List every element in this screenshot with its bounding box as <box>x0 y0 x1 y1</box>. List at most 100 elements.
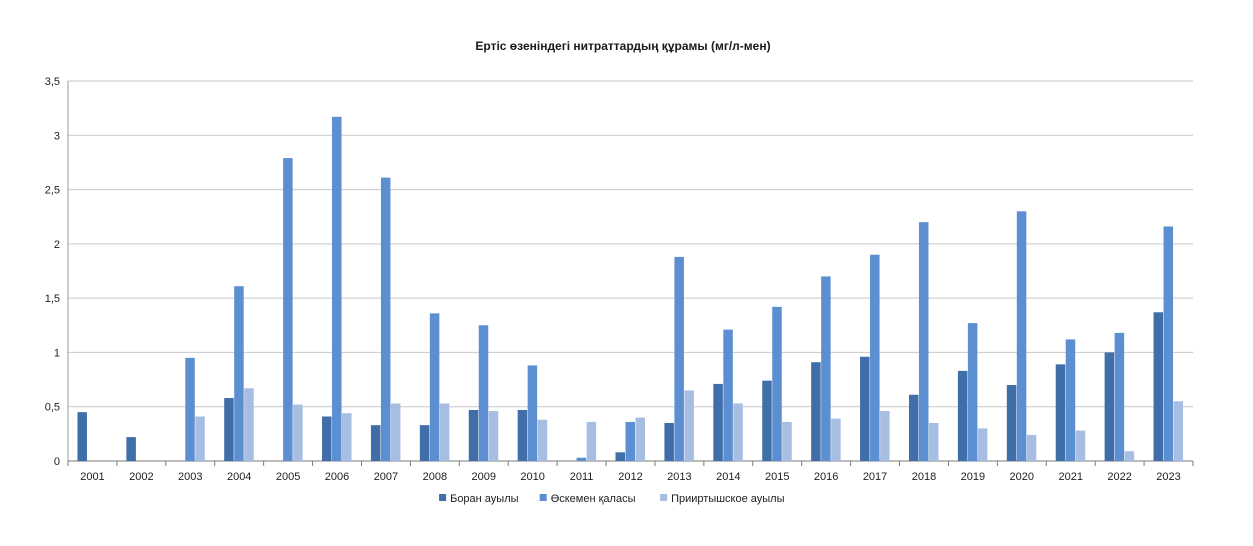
bar <box>390 403 401 461</box>
bar <box>908 394 919 461</box>
y-tick-label: 2 <box>54 239 60 251</box>
legend-label: Боран ауылы <box>450 493 519 505</box>
bar <box>1016 211 1027 461</box>
bar <box>1075 430 1086 461</box>
bar <box>1055 364 1066 461</box>
x-tick-label: 2019 <box>961 471 985 483</box>
x-tick-label: 2002 <box>129 471 153 483</box>
bar <box>762 380 772 461</box>
bar <box>782 421 792 461</box>
x-tick-label: 2020 <box>1010 471 1034 483</box>
y-tick-label: 1,5 <box>45 293 60 305</box>
x-tick-label: 2015 <box>765 471 789 483</box>
bar <box>1006 385 1017 461</box>
bar <box>918 222 929 461</box>
bar <box>586 421 597 461</box>
bar <box>870 254 880 461</box>
bar <box>811 362 821 461</box>
bar <box>772 306 782 461</box>
x-tick-label: 2012 <box>618 471 642 483</box>
bar <box>537 419 548 461</box>
legend-item: Прииртышское ауылы <box>660 493 785 505</box>
x-tick-label: 2016 <box>814 471 838 483</box>
bar <box>880 411 890 461</box>
bar <box>576 457 587 461</box>
legend-label: Прииртышское ауылы <box>671 493 785 505</box>
x-tick-label: 2007 <box>374 471 398 483</box>
bar <box>439 403 450 461</box>
bar <box>419 425 430 461</box>
x-tick-label: 2001 <box>80 471 104 483</box>
bar <box>380 177 391 461</box>
legend-swatch <box>539 494 547 501</box>
bar <box>957 370 968 461</box>
bar <box>527 365 538 461</box>
x-tick-label: 2005 <box>276 471 300 483</box>
y-tick-label: 1 <box>54 347 60 359</box>
bar <box>478 325 489 461</box>
bar <box>322 416 332 461</box>
x-tick-label: 2023 <box>1156 471 1180 483</box>
bar <box>967 323 978 461</box>
y-tick-label: 0,5 <box>45 402 60 414</box>
bar <box>293 404 303 461</box>
bar <box>1173 401 1184 461</box>
x-tick-label: 2014 <box>716 471 740 483</box>
legend: Боран ауылы Өскемен қаласы Прииртышское ау… <box>439 493 785 505</box>
bar <box>488 411 499 461</box>
bar <box>342 413 352 461</box>
chart-title: Ертіс өзеніндегі нитраттардың құрамы (мг… <box>475 39 770 53</box>
x-tick-label: 2022 <box>1107 471 1131 483</box>
bar <box>517 409 528 461</box>
bar <box>332 116 342 461</box>
bar <box>1114 332 1125 461</box>
bar <box>831 418 841 461</box>
bar <box>370 425 381 461</box>
legend-item: Боран ауылы <box>439 493 519 505</box>
bar <box>684 390 694 461</box>
legend-swatch <box>439 494 447 501</box>
bar <box>723 329 733 461</box>
bar <box>234 286 244 461</box>
bar <box>126 437 136 461</box>
bar <box>224 398 234 461</box>
bar <box>733 403 743 461</box>
bar <box>185 357 195 461</box>
bar <box>664 423 674 461</box>
bar <box>860 356 870 461</box>
bar <box>77 412 87 461</box>
x-tick-label: 2003 <box>178 471 202 483</box>
bar <box>1026 434 1037 461</box>
bar <box>244 388 254 461</box>
x-tick-label: 2013 <box>667 471 691 483</box>
x-tick-label: 2018 <box>912 471 936 483</box>
legend-label: Өскемен қаласы <box>551 493 636 505</box>
x-tick-label: 2021 <box>1058 471 1082 483</box>
bar <box>1104 352 1115 461</box>
bar <box>1065 339 1076 461</box>
x-tick-label: 2006 <box>325 471 349 483</box>
bar <box>928 423 939 461</box>
bar <box>1153 312 1164 461</box>
bar <box>1124 451 1135 461</box>
x-tick-label: 2010 <box>520 471 544 483</box>
bar <box>283 158 293 462</box>
legend-item: Өскемен қаласы <box>539 493 636 505</box>
bar <box>429 313 440 461</box>
y-tick-label: 3 <box>54 130 60 142</box>
bar <box>625 421 635 461</box>
x-tick-label: 2008 <box>423 471 447 483</box>
x-tick-label: 2009 <box>472 471 496 483</box>
bar <box>615 452 625 461</box>
x-tick-label: 2011 <box>570 471 594 483</box>
tick-labels: 0 0,5 1 1,5 2 2,5 3 3,5 2001 2002 2003 2004 2005 2006… <box>45 76 1181 483</box>
bar <box>821 276 831 461</box>
bar <box>468 409 479 461</box>
bars <box>77 116 1184 462</box>
bar <box>635 417 645 461</box>
y-tick-label: 3,5 <box>45 76 60 88</box>
legend-swatch <box>660 494 668 501</box>
y-tick-label: 0 <box>54 456 60 468</box>
